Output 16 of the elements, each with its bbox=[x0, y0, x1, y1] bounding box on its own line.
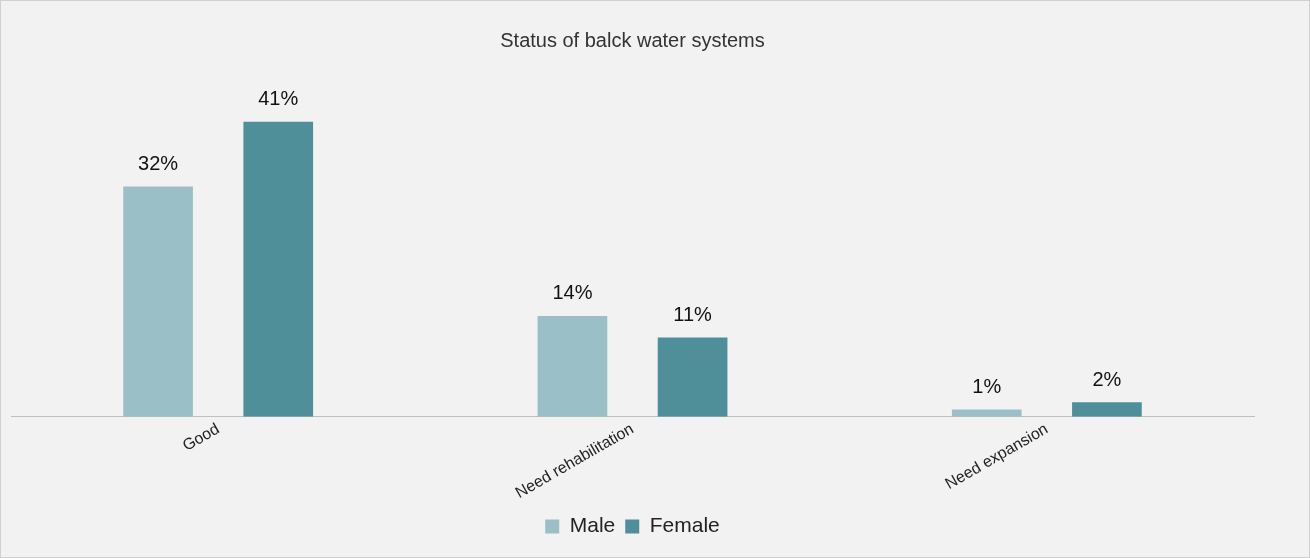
data-label: 14% bbox=[552, 281, 593, 304]
data-label: 41% bbox=[258, 87, 299, 110]
chart-title: Status of balck water systems bbox=[500, 28, 765, 51]
bar bbox=[243, 121, 314, 417]
legend-label: Female bbox=[649, 513, 720, 537]
bar bbox=[657, 337, 728, 417]
data-label: 2% bbox=[1092, 367, 1122, 390]
bar bbox=[1072, 402, 1142, 417]
x-tick-label: Good bbox=[179, 419, 222, 454]
data-label: 11% bbox=[673, 303, 713, 326]
legend-label: Male bbox=[569, 513, 616, 537]
data-label: 1% bbox=[972, 374, 1002, 397]
bar bbox=[951, 409, 1022, 417]
bar bbox=[537, 315, 608, 417]
data-label: 32% bbox=[138, 152, 179, 175]
bar bbox=[123, 186, 193, 417]
